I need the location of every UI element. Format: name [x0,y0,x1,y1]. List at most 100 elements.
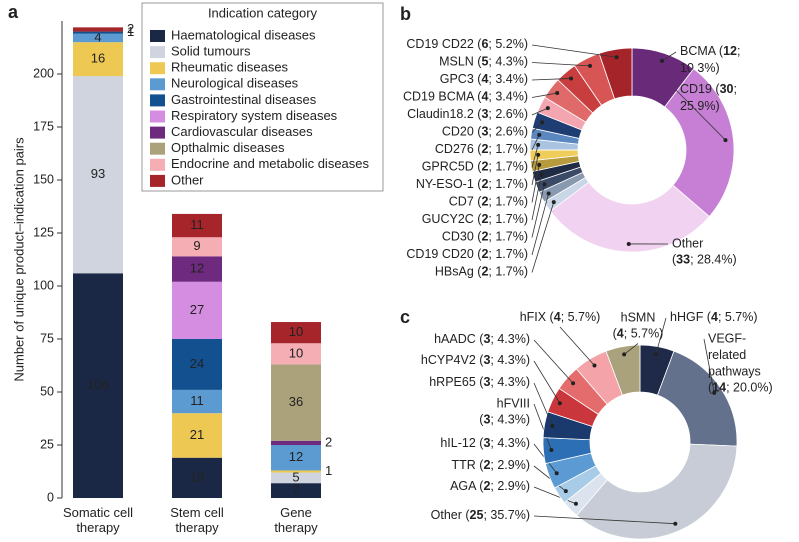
leader-dot [549,447,554,452]
wedge-label: hRPE65 (3; 4.3%) [429,375,530,389]
legend-swatch [150,126,165,139]
value-label: 7 [292,482,299,497]
value-label: 5 [292,469,299,484]
leader-dot [573,501,578,506]
leader-dot [622,352,627,357]
bar-segment [271,483,321,498]
leader-line [703,338,715,393]
legend-box [141,2,384,192]
value-label: 16 [91,51,105,66]
wedge-label: pathways [708,364,761,378]
wedge-label: Claudin18.2 (3; 2.6%) [407,107,528,121]
donut-wedge [605,344,641,396]
legend-label: Neurological diseases [171,76,299,91]
leader-line [531,92,558,98]
wedge-label: hFVIII [497,396,530,410]
legend-label: Cardiovascular diseases [171,124,313,139]
bar-segment [73,76,123,274]
wedge-label: hSMN [621,310,656,324]
x-tick-label: Somatic cell therapy [62,505,134,535]
donut-wedge [549,181,710,253]
leader-dot [673,521,678,526]
value-label: 10 [289,345,303,360]
legend-swatch [150,30,165,42]
leader-dot [536,142,541,147]
value-label: 11 [190,393,204,408]
value-label: 21 [190,427,204,442]
panel-label: b [400,4,411,24]
leader-line [533,360,561,404]
leader-line [531,62,591,67]
wedge-label: hHGF (4; 5.7%) [670,310,758,324]
wedge-label: GPC3 (4; 3.4%) [440,72,528,86]
leader-line [531,174,542,221]
leader-line [531,44,617,58]
wedge-label: related [708,348,746,362]
value-label: 2 [325,434,332,449]
leader-dot [539,172,544,177]
bar-segment [172,281,222,339]
bar-segment [172,237,222,257]
value-label: 9 [193,238,200,253]
wedge-label: 10.3%) [680,61,720,75]
wedge-label: 25.9%) [680,99,720,113]
wedge-label: hAADC (3; 4.3%) [434,332,530,346]
panel-label: a [8,2,19,22]
wedge-label: (4; 5.7%) [613,327,664,341]
leader-dot [569,76,574,81]
wedge-label: GPRC5D (2; 1.7%) [422,160,528,174]
leader-dot [712,390,717,395]
panel-label: c [400,307,410,327]
leader-dot [551,200,556,205]
y-tick-label: 0 [47,490,54,504]
bar-segment [73,42,123,77]
legend-label: Gastrointestinal diseases [171,92,317,107]
leader-dot [537,162,542,167]
value-label: 1 [127,24,134,39]
legend-title: Indication category [208,5,318,20]
leader-line [531,107,548,116]
leader-dot [563,489,568,494]
wedge-label: CD276 (2; 1.7%) [435,142,528,156]
legend-label: Solid tumours [171,44,251,59]
wedge-label: CD19 CD20 (2; 1.7%) [406,247,528,261]
bar-segment [172,413,222,458]
wedge-label: BCMA (12; [680,44,740,58]
wedge-label: CD19 (30; [680,82,737,96]
value-label: 24 [190,356,204,371]
wedge-label: TTR (2; 2.9%) [452,458,531,472]
bar-segment [271,445,321,471]
bar-segment [73,27,123,32]
y-tick-label: 100 [33,278,54,292]
leader-line [533,486,577,505]
leader-line [531,164,540,203]
leader-dot [626,241,631,246]
leader-dot [587,63,592,68]
bar-segment [271,470,321,473]
wedge-label: CD19 CD22 (6; 5.2%) [406,37,528,51]
bar-segment [271,322,321,344]
value-label: 27 [190,302,204,317]
legend-label: Other [171,172,204,187]
leader-dot [659,58,664,63]
leader-line [533,403,552,451]
bar-segment [73,33,123,43]
wedge-label: MSLN (5; 4.3%) [439,55,528,69]
bar-segment [271,440,321,445]
bar-segment [172,389,222,414]
leader-dot [592,363,597,368]
wedge-label: AGA (2; 2.9%) [450,479,530,493]
bar-segment [172,457,222,498]
wedge-label: Other [672,236,703,250]
value-label: 36 [289,394,303,409]
value-label: 12 [289,449,303,464]
wedge-label: CD20 (3; 2.6%) [442,125,528,139]
leader-dot [546,191,551,196]
wedge-label: (33; 28.4%) [672,253,737,267]
leader-line [531,154,539,186]
leader-dot [542,182,547,187]
bar-segment [172,213,222,238]
y-tick-label: 175 [33,119,54,133]
leader-line [531,201,555,273]
